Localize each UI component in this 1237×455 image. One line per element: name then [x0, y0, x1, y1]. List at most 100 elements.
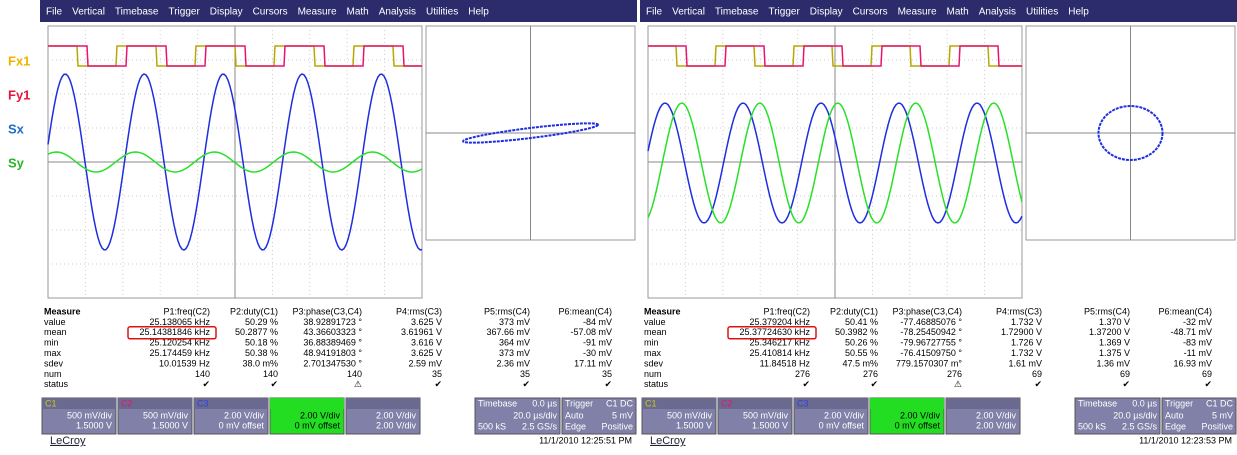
trigger-field: Positive: [601, 421, 633, 431]
measure-cell: 276: [947, 369, 962, 379]
measure-cell: 1.732 V: [1011, 348, 1042, 358]
measure-cell: ✔: [802, 379, 810, 389]
measure-cell: 1.726 V: [1011, 338, 1042, 348]
measure-cell: 140: [263, 369, 278, 379]
menu-item[interactable]: Utilities: [1026, 7, 1058, 18]
menu-item[interactable]: Vertical: [672, 7, 705, 18]
measure-cell: value: [644, 317, 666, 327]
measure-header: P5:rms(C4): [1084, 306, 1130, 316]
menu-item[interactable]: Help: [468, 7, 489, 18]
menu-item[interactable]: File: [646, 7, 663, 18]
trace-label: Sy: [8, 155, 25, 170]
channel-name: C4: [273, 398, 285, 408]
measure-header: P3:phase(C3,C4): [892, 306, 962, 316]
measure-cell: ⚠: [954, 379, 962, 389]
measure-cell: ✔: [604, 379, 612, 389]
measure-cell: 25.138065 kHz: [149, 317, 210, 327]
measure-cell: 16.93 mV: [1173, 358, 1212, 368]
measure-header: P3:phase(C3,C4): [292, 306, 362, 316]
measure-cell: 10.01539 Hz: [159, 358, 211, 368]
measure-cell: 3.625 V: [411, 348, 442, 358]
measure-cell: 2.59 mV: [408, 358, 442, 368]
channel-setting: 500 mV/div: [667, 410, 713, 420]
timebase-box: [1074, 397, 1161, 435]
menu-item[interactable]: Trigger: [768, 7, 800, 18]
measure-cell: 3.625 V: [411, 317, 442, 327]
measure-cell: 140: [347, 369, 362, 379]
measure-cell: 43.36603323 °: [303, 327, 362, 337]
trigger-field: Edge: [565, 421, 586, 431]
trigger-box: [1161, 397, 1237, 435]
menu-item[interactable]: Trigger: [168, 7, 200, 18]
lissajous: [462, 122, 599, 144]
menu-item[interactable]: Analysis: [379, 7, 416, 18]
channel-header: [946, 398, 1020, 409]
measure-cell: 3.616 V: [411, 338, 442, 348]
menu-item[interactable]: Cursors: [253, 7, 288, 18]
channel-setting: 1.5000 V: [76, 420, 112, 430]
channel-name: C2: [121, 398, 133, 408]
trigger-field: 5 mV: [612, 410, 633, 420]
menu-item[interactable]: Display: [210, 7, 243, 18]
measure-cell: 276: [863, 369, 878, 379]
measure-cell: ✔: [434, 379, 442, 389]
measure-cell: 69: [1032, 369, 1042, 379]
menu-item[interactable]: Timebase: [715, 7, 759, 18]
channel-header: [346, 398, 420, 409]
menu-item[interactable]: Analysis: [979, 7, 1016, 18]
measure-header: P4:rms(C3): [996, 306, 1042, 316]
measure-cell: sdev: [644, 358, 664, 368]
menu-item[interactable]: Cursors: [853, 7, 888, 18]
measure-header: Measure: [644, 306, 681, 316]
channel-setting: 500 mV/div: [143, 410, 189, 420]
menu-item[interactable]: Display: [810, 7, 843, 18]
channel-setting: 0 mV offset: [295, 420, 341, 430]
measure-cell: mean: [44, 327, 67, 337]
menu-item[interactable]: Measure: [298, 7, 337, 18]
channel-header: [270, 398, 344, 409]
measure-cell: 50.55 %: [845, 348, 878, 358]
measure-cell: 1.369 V: [1099, 338, 1130, 348]
channel-setting: 1.5000 V: [152, 420, 188, 430]
menu-item[interactable]: File: [46, 7, 63, 18]
highlight-box: [727, 326, 817, 340]
channel-name: C1: [45, 398, 57, 408]
menu-item[interactable]: Math: [947, 7, 969, 18]
menu-bar: [640, 0, 1237, 22]
menu-item[interactable]: Help: [1068, 7, 1089, 18]
menu-item[interactable]: Utilities: [426, 7, 458, 18]
measure-cell: 276: [795, 369, 810, 379]
channel-setting: 2.00 V/div: [824, 410, 865, 420]
measure-cell: 364 mV: [499, 338, 530, 348]
measure-cell: -77.46885076 °: [900, 317, 962, 327]
menu-item[interactable]: Vertical: [72, 7, 105, 18]
measure-cell: num: [44, 369, 62, 379]
channel-setting: 1.5000 V: [752, 420, 788, 430]
measure-cell: -83 mV: [1183, 338, 1212, 348]
measure-header: P1:freq(C2): [163, 306, 210, 316]
timebase-field: 20.0 µs/div: [513, 410, 557, 420]
timebase-field: 2.5 GS/s: [1122, 421, 1158, 431]
measure-cell: 38.0 m%: [242, 358, 278, 368]
timebase-field: Timebase: [478, 398, 517, 408]
measure-cell: ✔: [522, 379, 530, 389]
measure-cell: 1.732 V: [1011, 317, 1042, 327]
measure-cell: 69: [1202, 369, 1212, 379]
trigger-field: Auto: [1165, 410, 1184, 420]
timebase-box: [474, 397, 561, 435]
channel-header: [118, 398, 192, 409]
measure-cell: 38.92891723 °: [303, 317, 362, 327]
trigger-field: C1 DC: [1206, 398, 1234, 408]
timestamp: 11/1/2010 12:23:53 PM: [1139, 435, 1232, 445]
measure-cell: 367.66 mV: [486, 327, 530, 337]
measure-cell: 25.346217 kHz: [749, 338, 810, 348]
measure-cell: 50.2877 %: [235, 327, 278, 337]
channel-setting: 1.5000 V: [676, 420, 712, 430]
menu-item[interactable]: Timebase: [115, 7, 159, 18]
measure-cell: 779.1570307 m°: [896, 358, 963, 368]
measure-cell: 1.72900 V: [1001, 327, 1042, 337]
menu-item[interactable]: Math: [347, 7, 369, 18]
menu-item[interactable]: Measure: [898, 7, 937, 18]
measure-cell: -11 mV: [1184, 348, 1212, 358]
channel-setting: 2.00 V/div: [976, 420, 1017, 430]
